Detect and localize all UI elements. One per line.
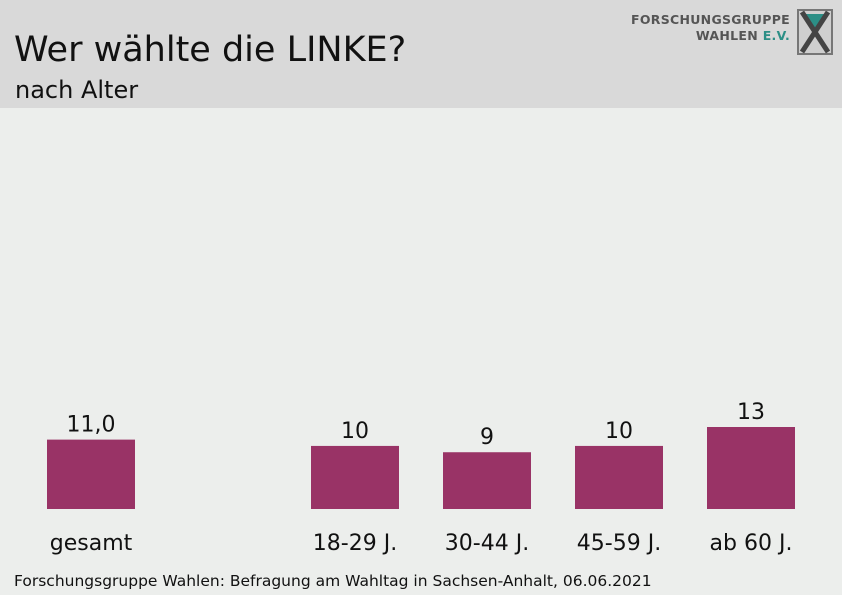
- category-label-0: gesamt: [50, 531, 133, 556]
- bar-3: [575, 445, 663, 509]
- value-label-3: 10: [605, 419, 633, 444]
- logo-text-line1: FORSCHUNGSGRUPPE: [631, 12, 790, 27]
- category-label-1: 18-29 J.: [313, 531, 397, 556]
- value-label-4: 13: [737, 400, 765, 425]
- chart-title: Wer wählte die LINKE?: [14, 30, 407, 70]
- bar-4: [707, 427, 795, 509]
- value-label-1: 10: [341, 419, 369, 444]
- category-label-2: 30-44 J.: [445, 531, 529, 556]
- logo-text-wahlen: WAHLEN: [695, 28, 759, 43]
- value-label-2: 9: [480, 425, 494, 450]
- value-label-0: 11,0: [67, 413, 116, 438]
- logo-text-line2: WAHLEN E.V.: [696, 28, 790, 43]
- category-label-4: ab 60 J.: [710, 531, 793, 556]
- category-label-3: 45-59 J.: [577, 531, 661, 556]
- logo-x-icon: [797, 9, 833, 55]
- bar-2: [443, 452, 531, 509]
- chart-subtitle: nach Alter: [15, 76, 139, 104]
- fgw-logo: FORSCHUNGSGRUPPE WAHLEN E.V.: [631, 8, 836, 58]
- bar-0: [47, 439, 135, 509]
- logo-text-ev: E.V.: [762, 28, 790, 43]
- header-band: Wer wählte die LINKE? nach Alter FORSCHU…: [0, 0, 842, 108]
- bar-1: [311, 445, 399, 509]
- source-note: Forschungsgruppe Wahlen: Befragung am Wa…: [14, 572, 652, 590]
